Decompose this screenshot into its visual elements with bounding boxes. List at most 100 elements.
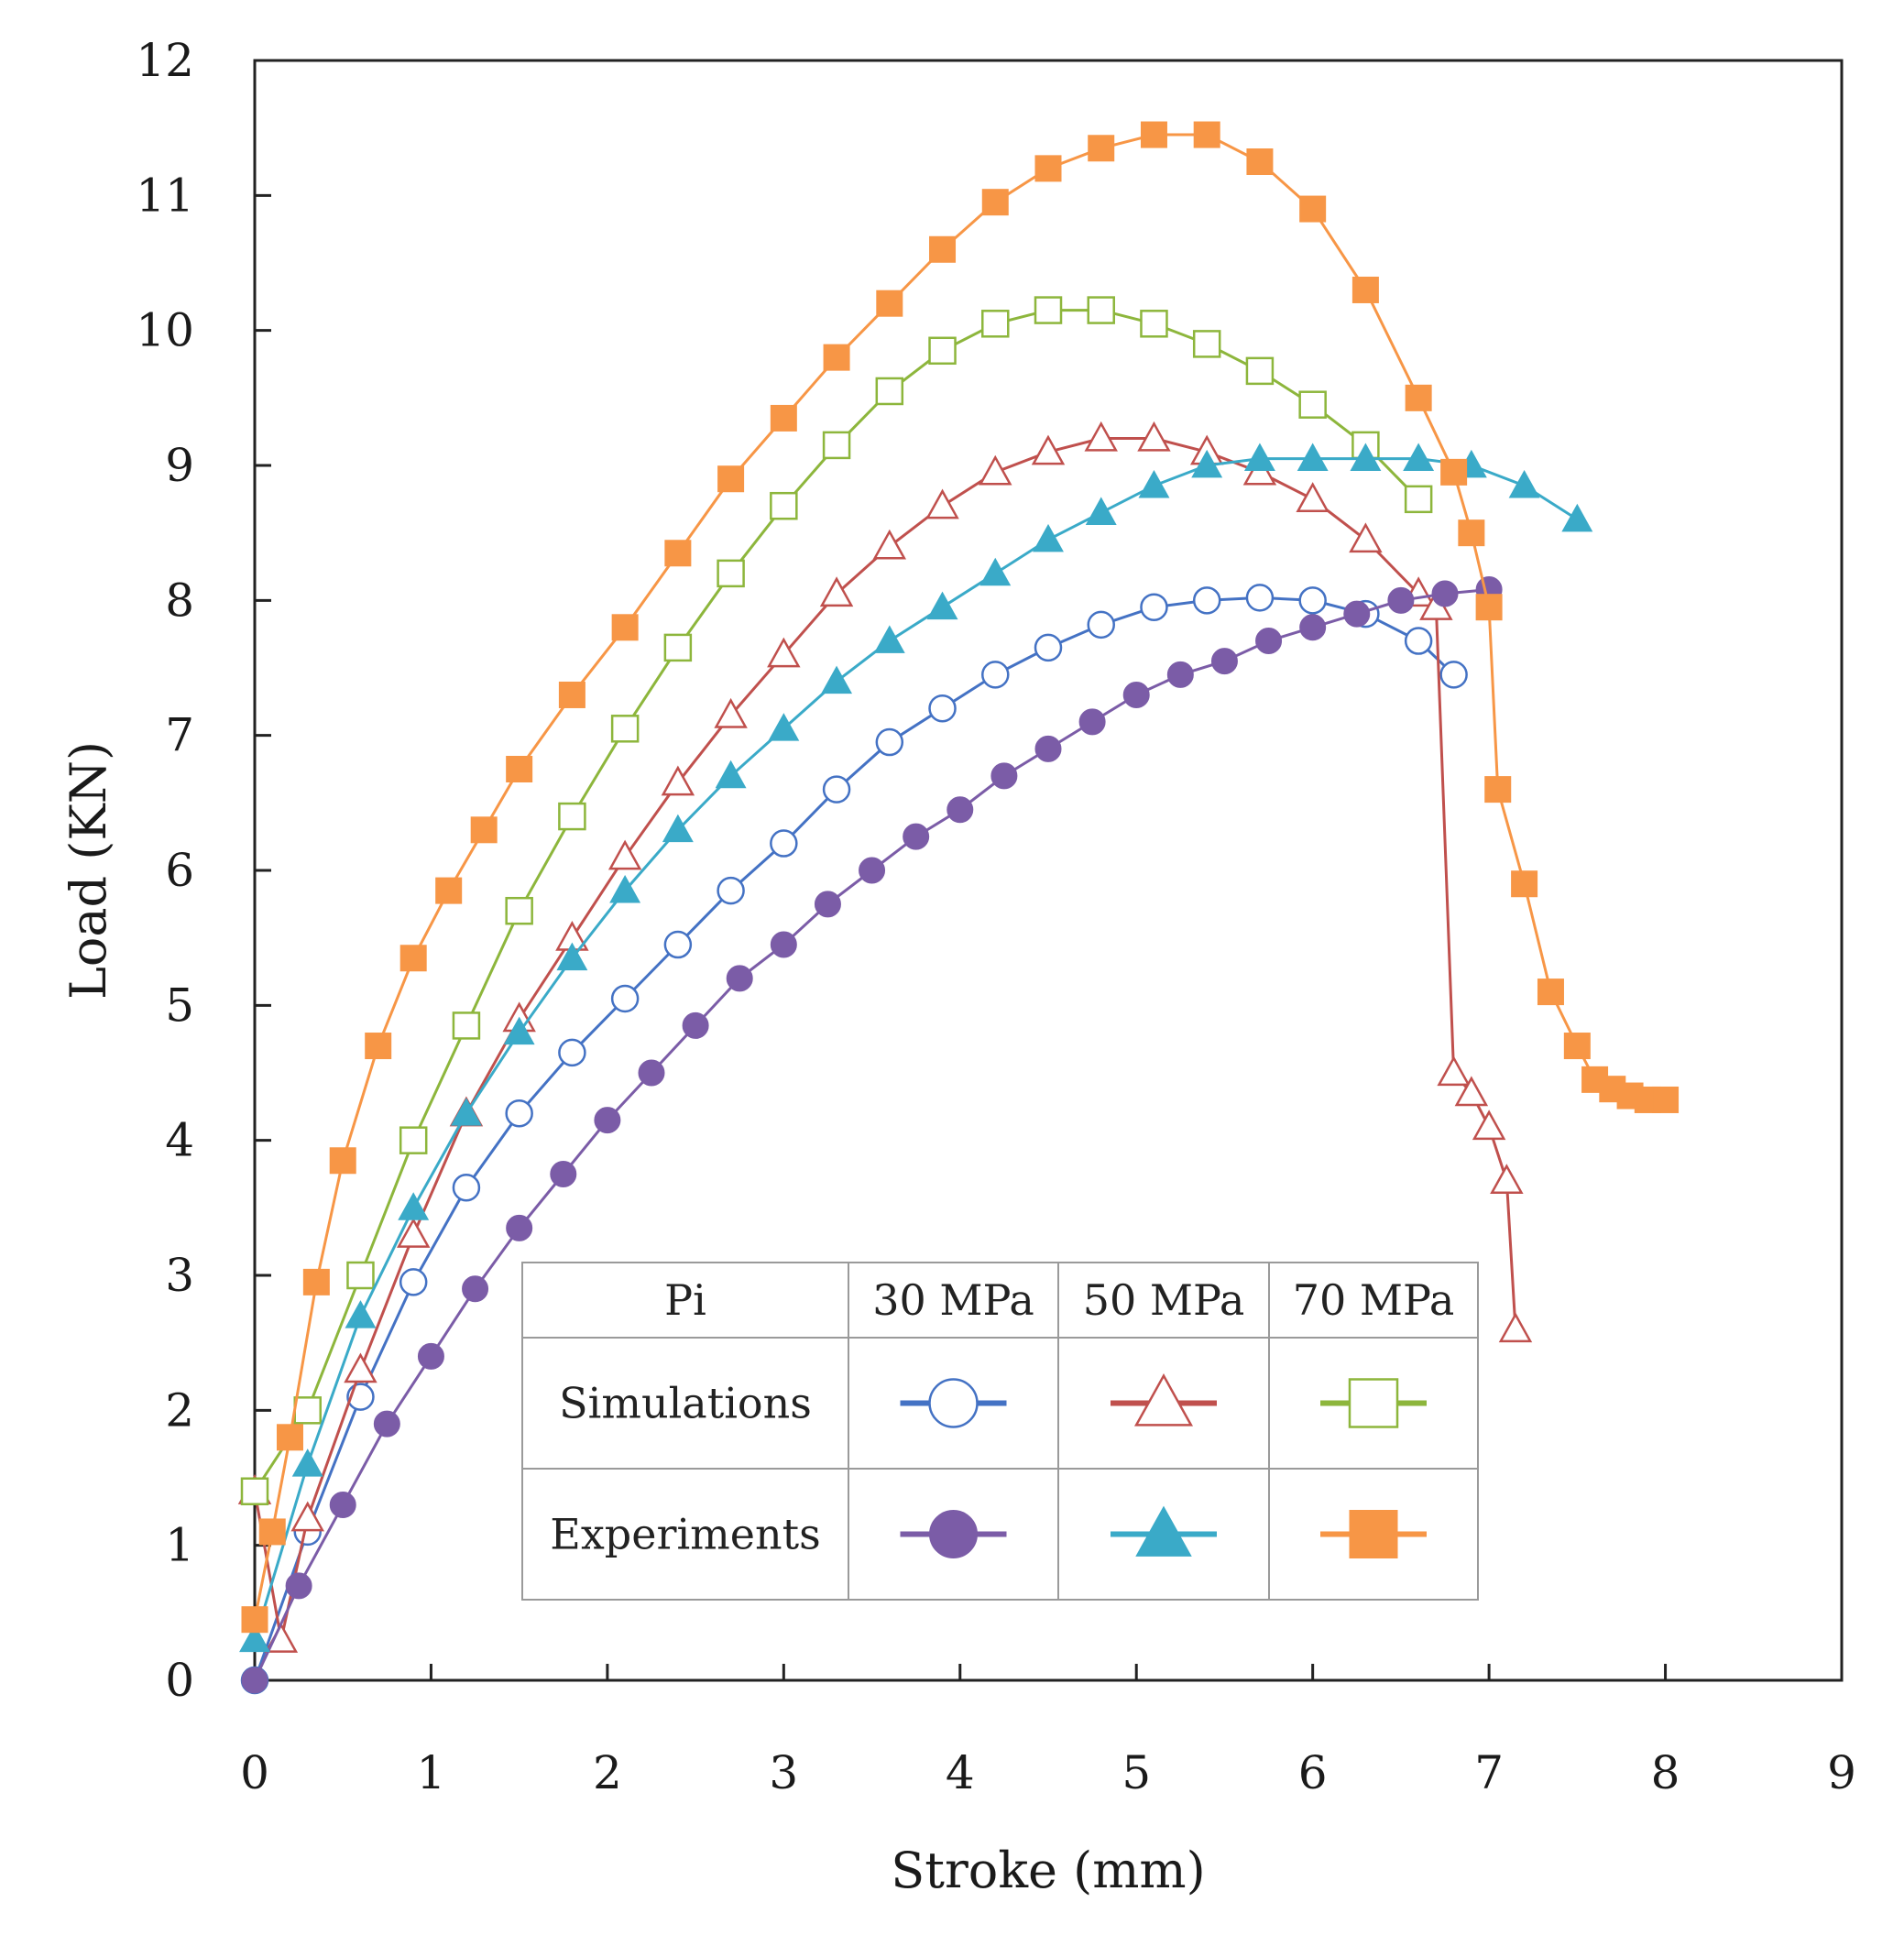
data-point: [1298, 390, 1327, 419]
data-point: [1561, 503, 1593, 532]
data-point: [1472, 1110, 1506, 1141]
data-point: [770, 491, 798, 520]
data-point: [1078, 708, 1106, 736]
data-point: [1034, 296, 1063, 324]
data-point: [470, 816, 498, 844]
data-point: [1255, 628, 1283, 655]
legend-header-cell: Pi: [664, 1275, 706, 1325]
data-point: [506, 1214, 533, 1241]
x-axis-title: Stroke (mm): [891, 1842, 1205, 1899]
data-point: [558, 1038, 586, 1067]
series-experiments-50-mpa: [239, 443, 1593, 1653]
data-point: [1387, 586, 1415, 614]
data-point: [1440, 458, 1468, 486]
data-point: [717, 465, 745, 493]
data-point: [1537, 978, 1564, 1006]
series-experiments-30-mpa: [241, 576, 1503, 1694]
data-point: [875, 377, 904, 406]
data-point: [1246, 148, 1274, 175]
data-point: [550, 1161, 577, 1187]
data-point: [1245, 356, 1275, 386]
data-point: [661, 765, 695, 796]
legend-header-cell: 30 MPa: [872, 1275, 1034, 1325]
data-point: [1508, 469, 1540, 498]
data-point: [1351, 276, 1379, 303]
data-point: [1458, 519, 1485, 547]
legend-table: Pi 30 MPa 50 MPa 70 MPa Simulations Experimen…: [521, 1262, 1479, 1601]
y-tick-label: 9: [165, 439, 194, 492]
data-point: [240, 1477, 269, 1505]
data-point: [462, 1275, 489, 1303]
y-tick-label: 7: [165, 709, 194, 762]
data-point: [558, 681, 585, 708]
data-point: [610, 984, 640, 1013]
data-point: [239, 1623, 270, 1653]
data-point: [664, 540, 692, 567]
y-axis-title: Load (KN): [60, 741, 117, 1000]
data-point: [291, 1449, 323, 1477]
data-point: [1193, 121, 1220, 148]
data-point: [1343, 600, 1371, 628]
y-tick-label: 6: [165, 844, 194, 897]
data-point: [417, 1342, 444, 1370]
data-point: [925, 488, 959, 519]
data-point: [873, 625, 905, 653]
data-point: [452, 1011, 481, 1040]
data-point: [398, 1192, 430, 1220]
series-layer: [237, 121, 1680, 1695]
data-point: [276, 1424, 303, 1451]
data-point: [1405, 384, 1432, 411]
data-point: [1404, 485, 1433, 514]
x-tick-label: 4: [946, 1746, 975, 1799]
data-point: [1484, 776, 1512, 804]
legend-swatch-marker: [1133, 1373, 1194, 1427]
data-point: [990, 762, 1018, 790]
data-point: [241, 1667, 268, 1694]
data-point: [1454, 1076, 1489, 1107]
data-point: [610, 715, 640, 743]
data-point: [928, 336, 957, 366]
data-point: [609, 874, 641, 903]
data-point: [770, 931, 797, 958]
y-tick-label: 1: [165, 1519, 194, 1572]
data-point: [859, 857, 886, 884]
data-point: [329, 1147, 356, 1175]
data-point: [638, 1059, 665, 1087]
data-point: [1087, 610, 1115, 640]
data-point: [346, 1261, 375, 1290]
data-point: [1122, 681, 1150, 708]
y-tick-label: 2: [165, 1383, 194, 1437]
data-point: [505, 896, 533, 925]
data-point: [981, 310, 1010, 338]
data-point: [981, 661, 1010, 689]
x-tick-label: 5: [1122, 1746, 1151, 1799]
legend-swatch-marker: [1135, 1505, 1192, 1557]
legend-header-cell: 50 MPa: [1083, 1275, 1245, 1325]
data-point: [1511, 870, 1538, 898]
y-tick-label: 4: [165, 1114, 194, 1167]
data-point: [1140, 121, 1167, 148]
data-point: [876, 290, 903, 317]
x-tick-label: 1: [417, 1746, 446, 1799]
data-point: [767, 637, 801, 668]
data-point: [663, 633, 693, 662]
data-point: [373, 1410, 400, 1438]
y-tick-label: 3: [165, 1249, 194, 1302]
data-point: [1166, 661, 1194, 688]
data-point: [1490, 1164, 1524, 1194]
data-point: [929, 235, 957, 263]
x-tick-label: 6: [1298, 1746, 1328, 1799]
data-point: [450, 1098, 482, 1126]
data-point: [594, 1107, 621, 1134]
data-point: [1404, 627, 1433, 655]
data-point: [682, 1011, 709, 1039]
data-point: [344, 1352, 378, 1383]
data-point: [399, 945, 427, 972]
legend-row-label: Simulations: [559, 1379, 812, 1428]
y-tick-label: 8: [165, 574, 194, 627]
data-point: [979, 557, 1012, 586]
data-point: [1034, 155, 1062, 182]
data-point: [329, 1491, 356, 1518]
series-experiments-70-mpa: [241, 121, 1680, 1634]
series-line: [253, 437, 1517, 1641]
